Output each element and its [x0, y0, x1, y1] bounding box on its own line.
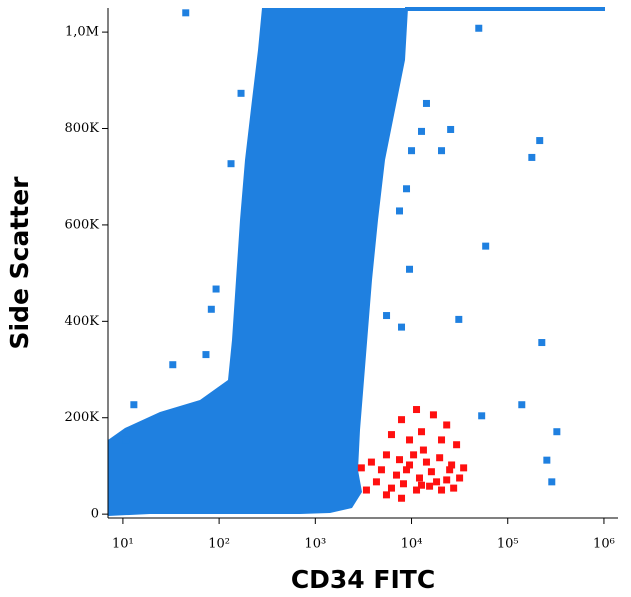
x-tick-label: 10⁵	[497, 537, 519, 552]
point	[398, 416, 406, 424]
point	[202, 351, 210, 359]
point	[538, 339, 546, 347]
point	[446, 466, 454, 474]
point	[408, 147, 416, 155]
point	[237, 89, 245, 97]
point	[383, 312, 391, 320]
point	[528, 153, 536, 161]
point	[456, 474, 464, 482]
point	[403, 185, 411, 193]
point	[455, 315, 463, 323]
point	[406, 436, 414, 444]
point	[553, 428, 561, 436]
point	[396, 456, 404, 464]
point	[415, 474, 423, 482]
point	[438, 436, 446, 444]
point	[443, 421, 451, 429]
point	[367, 458, 375, 466]
point	[387, 484, 395, 492]
point	[382, 451, 390, 459]
point	[227, 160, 235, 168]
point	[372, 478, 380, 486]
point	[410, 451, 418, 459]
point	[436, 454, 444, 462]
y-tick-label: 0	[91, 507, 99, 522]
point	[518, 401, 526, 409]
x-axis-title: CD34 FITC	[291, 565, 435, 594]
point	[460, 464, 468, 472]
point	[482, 242, 490, 250]
point	[422, 99, 430, 107]
point	[393, 471, 401, 479]
point	[422, 458, 430, 466]
point	[448, 461, 456, 469]
point	[130, 401, 138, 409]
y-tick-label: 200K	[64, 410, 99, 425]
population-cloud	[108, 8, 408, 516]
point	[429, 411, 437, 419]
point	[433, 478, 441, 486]
y-tick-label: 800K	[64, 121, 99, 136]
x-tick-label: 10⁴	[401, 537, 423, 552]
point	[438, 147, 446, 155]
x-tick-label: 10⁶	[593, 537, 615, 552]
x-tick-label: 10³	[304, 537, 326, 552]
y-axis-title: Side Scatter	[5, 176, 34, 350]
point	[399, 480, 407, 488]
point	[475, 24, 483, 32]
point	[478, 412, 486, 420]
point	[419, 446, 427, 454]
point	[396, 207, 404, 215]
y-tick-label: 600K	[64, 217, 99, 232]
x-tick-label: 10¹	[112, 537, 134, 552]
point	[398, 323, 406, 331]
point	[426, 482, 434, 490]
point	[382, 491, 390, 499]
point	[438, 486, 446, 494]
dense-population	[108, 7, 605, 516]
point	[207, 305, 215, 313]
point	[406, 265, 414, 273]
point	[418, 481, 426, 489]
point	[413, 406, 421, 414]
point	[536, 137, 544, 145]
point	[357, 464, 365, 472]
point	[398, 494, 406, 502]
y-tick-label: 1,0M	[65, 25, 99, 40]
point	[548, 478, 556, 486]
point	[447, 125, 455, 133]
point	[413, 486, 421, 494]
point	[427, 468, 435, 476]
point	[450, 484, 458, 492]
point	[443, 476, 451, 484]
saturation-band	[405, 7, 605, 11]
point	[418, 127, 426, 135]
point	[122, 436, 130, 444]
x-tick-label: 10²	[208, 537, 230, 552]
point	[406, 461, 414, 469]
point	[182, 9, 190, 17]
point	[387, 431, 395, 439]
point	[403, 466, 411, 474]
point	[212, 285, 220, 293]
point	[453, 441, 461, 449]
point	[543, 456, 551, 464]
point	[377, 466, 385, 474]
point	[169, 361, 177, 369]
y-tick-label: 400K	[64, 314, 99, 329]
point	[362, 486, 370, 494]
point	[418, 428, 426, 436]
